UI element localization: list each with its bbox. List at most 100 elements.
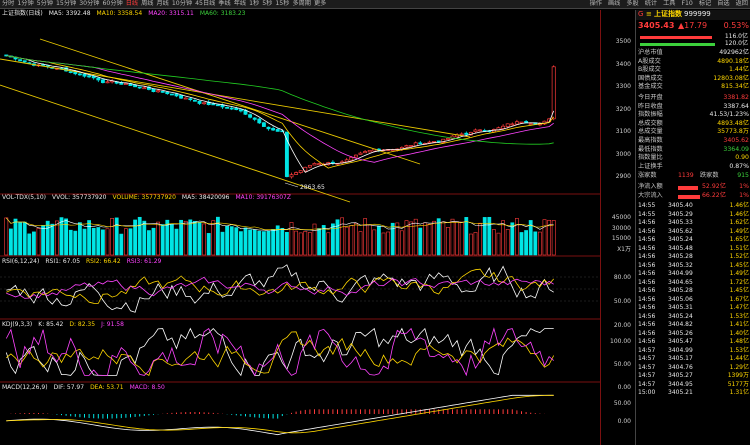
menu-item[interactable]: 画线 — [607, 0, 621, 7]
menu-item[interactable]: F10 — [681, 0, 693, 7]
period-tab[interactable]: 5秒 — [262, 0, 273, 7]
volume-bar — [239, 231, 243, 256]
flow-bar — [678, 195, 700, 200]
period-tab[interactable]: 分时 — [2, 0, 15, 7]
candle-body — [280, 130, 285, 133]
stat-row: B股成交 1.44亿 — [638, 66, 749, 75]
tick-volume: 1.41亿 — [729, 321, 749, 329]
period-tab[interactable]: 15秒 — [275, 0, 290, 7]
candle-body — [174, 93, 179, 97]
tick-price: 3404.82 — [668, 321, 693, 329]
period-tab[interactable]: 1分钟 — [17, 0, 34, 7]
axis-tick-label: 2900 — [615, 173, 631, 180]
candle-body — [169, 93, 174, 96]
period-tab[interactable]: 周线 — [141, 0, 154, 7]
period-tab[interactable]: 45日线 — [195, 0, 216, 7]
candle-body — [275, 129, 280, 132]
period-tab[interactable]: 月线 — [156, 0, 169, 7]
stat-label: 总成交量 — [638, 128, 663, 136]
flow-pct: 1% — [739, 183, 749, 191]
tick-row: 14:57 3404.95 5177万 — [638, 381, 749, 390]
stat-row: 指数振幅 41.53/1.23% — [638, 111, 749, 120]
period-tab[interactable]: 季线 — [218, 0, 231, 7]
tick-time: 14:56 — [638, 338, 656, 346]
tick-row: 14:56 3405.33 1.62亿 — [638, 220, 749, 228]
menu-item[interactable]: 操作 — [589, 0, 602, 7]
period-tab[interactable]: 多周期 — [292, 0, 311, 7]
menu-item[interactable]: 统计 — [644, 0, 658, 7]
volume-bar — [528, 220, 533, 256]
candle-body — [427, 141, 432, 144]
flow-row: 净流入额 52.92亿 1% — [638, 184, 749, 192]
menu-item[interactable]: 返回 — [735, 0, 748, 7]
menu-item[interactable]: 自选 — [717, 0, 730, 7]
kline-chart[interactable]: 2863.65 — [0, 19, 600, 445]
period-tab[interactable]: 5分钟 — [36, 0, 53, 7]
volume-bar — [9, 228, 13, 256]
candle-body — [192, 99, 197, 102]
tick-time: 14:57 — [638, 363, 656, 371]
candle-body — [284, 131, 289, 177]
price-pct: 0.53% — [723, 21, 749, 30]
tick-volume: 1.65亿 — [729, 236, 749, 244]
volume-bar — [59, 217, 64, 256]
volume-bar — [22, 221, 27, 256]
tick-volume: 1.72亿 — [729, 278, 749, 286]
period-tab[interactable]: 60分钟 — [102, 0, 123, 7]
period-tab[interactable]: 1秒 — [249, 0, 260, 7]
volume-bar — [206, 233, 211, 256]
volume-bar — [225, 225, 230, 256]
tick-time: 14:56 — [638, 312, 656, 320]
flow-label: 净流入额 — [638, 183, 663, 191]
volume-bar — [110, 218, 115, 256]
volume-bar — [533, 231, 538, 256]
candle-body — [409, 145, 414, 147]
volume-bar — [188, 219, 193, 256]
tick-row: 15:00 3405.21 1.31亿 — [638, 390, 749, 398]
tick-time: 14:56 — [638, 270, 656, 278]
period-tab[interactable]: 日线 — [125, 0, 139, 7]
candle-body — [165, 91, 170, 95]
quote-panel: G ≡ 上证指数 999999 3405.43 ▲17.79 0.53% 116.0亿 120.… — [635, 10, 750, 445]
star-icon[interactable]: ≡ — [646, 10, 652, 18]
rsi-name: RSI(6,12,24) — [2, 258, 40, 265]
volume-bar — [335, 219, 340, 256]
stat-value: 3364.09 — [723, 145, 749, 153]
candle-body — [363, 151, 368, 154]
tick-row: 14:56 3405.28 1.45亿 — [638, 288, 749, 296]
trend-channel-line — [0, 84, 351, 203]
tick-row: 14:56 3404.82 1.41亿 — [638, 322, 749, 330]
stat-value: 3381.82 — [723, 94, 749, 101]
period-tab[interactable]: 30分钟 — [79, 0, 100, 7]
volume-bar — [101, 229, 105, 256]
tick-price: 3405.32 — [668, 261, 693, 269]
volume-bar — [197, 222, 202, 256]
candle-body — [404, 145, 409, 148]
down-label: 跌家数 — [700, 172, 719, 180]
stat-row: 今日开盘 3381.82 — [638, 94, 749, 103]
rsi1-label: RSI1: 67.05 — [45, 258, 81, 265]
tick-row: 14:56 3405.26 1.40亿 — [638, 330, 749, 339]
stat-value: 1.44亿 — [729, 66, 749, 74]
menu-item[interactable]: 多股 — [626, 0, 639, 7]
axis-tick-label: 0.00 — [617, 384, 631, 391]
volume-bar — [27, 233, 32, 256]
macd-dif-line — [6, 394, 554, 436]
ma60-label: MA60: 3183.23 — [199, 10, 246, 17]
candle-body — [349, 157, 354, 161]
volume-bar — [487, 216, 492, 256]
menu-item[interactable]: 标记 — [698, 0, 712, 7]
tick-time: 14:55 — [638, 210, 656, 218]
period-tab[interactable]: 更多 — [314, 0, 327, 7]
volume-bar — [464, 217, 469, 256]
tick-time: 14:57 — [638, 346, 656, 354]
stat-label: 最低指数 — [638, 145, 663, 153]
period-tab[interactable]: 10分钟 — [171, 0, 193, 7]
period-tab[interactable]: 15分钟 — [56, 0, 77, 7]
buy-bar — [640, 36, 712, 39]
tick-volume: 1.46亿 — [729, 202, 749, 210]
menu-item[interactable]: 工具 — [663, 0, 676, 7]
stat-value: 815.34亿 — [721, 83, 749, 91]
period-tab[interactable]: 年线 — [233, 0, 247, 7]
buy-bar-value: 116.0亿 — [724, 33, 748, 40]
